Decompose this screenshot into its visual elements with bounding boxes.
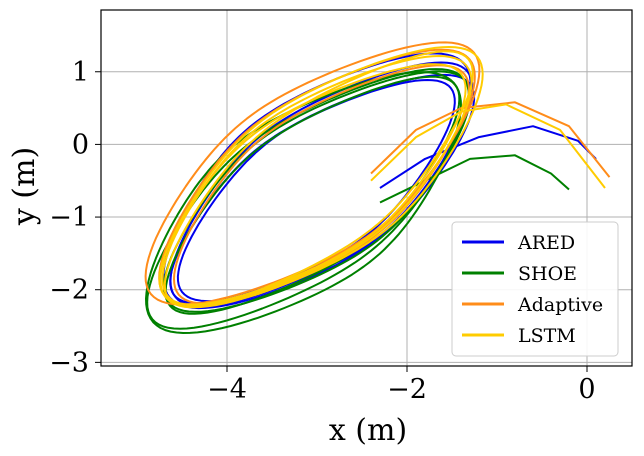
x-axis-label: x (m) bbox=[329, 413, 407, 448]
legend-label: LSTM bbox=[518, 325, 576, 347]
series-tail bbox=[379, 125, 597, 189]
x-tick-label: 0 bbox=[578, 374, 595, 405]
y-tick-label: −3 bbox=[49, 347, 89, 378]
legend-label: ARED bbox=[517, 232, 575, 254]
series-layer bbox=[144, 41, 611, 334]
series-tail bbox=[370, 103, 606, 189]
series-loop bbox=[161, 55, 473, 307]
legend: ARED SHOE Adaptive LSTM bbox=[451, 221, 619, 357]
series-loop bbox=[159, 46, 484, 309]
plot-frame bbox=[100, 9, 633, 367]
series-tail bbox=[370, 101, 611, 178]
legend-label: SHOE bbox=[518, 263, 577, 285]
y-axis-label: y (m) bbox=[7, 147, 42, 226]
y-tick-label: −1 bbox=[49, 202, 89, 233]
ticks-layer: −4 −2 0 1 0 −1 −2 −3 bbox=[49, 57, 595, 405]
series-loop bbox=[163, 50, 474, 309]
x-tick-label: −4 bbox=[207, 374, 247, 405]
series-tail bbox=[379, 154, 570, 204]
legend-label: Adaptive bbox=[517, 294, 603, 316]
legend-box bbox=[451, 221, 619, 357]
y-tick-label: 1 bbox=[72, 57, 89, 88]
series-lstm bbox=[158, 46, 606, 309]
y-tick-label: 0 bbox=[72, 129, 89, 160]
x-tick-label: −2 bbox=[387, 374, 427, 405]
y-tick-label: −2 bbox=[49, 275, 89, 306]
